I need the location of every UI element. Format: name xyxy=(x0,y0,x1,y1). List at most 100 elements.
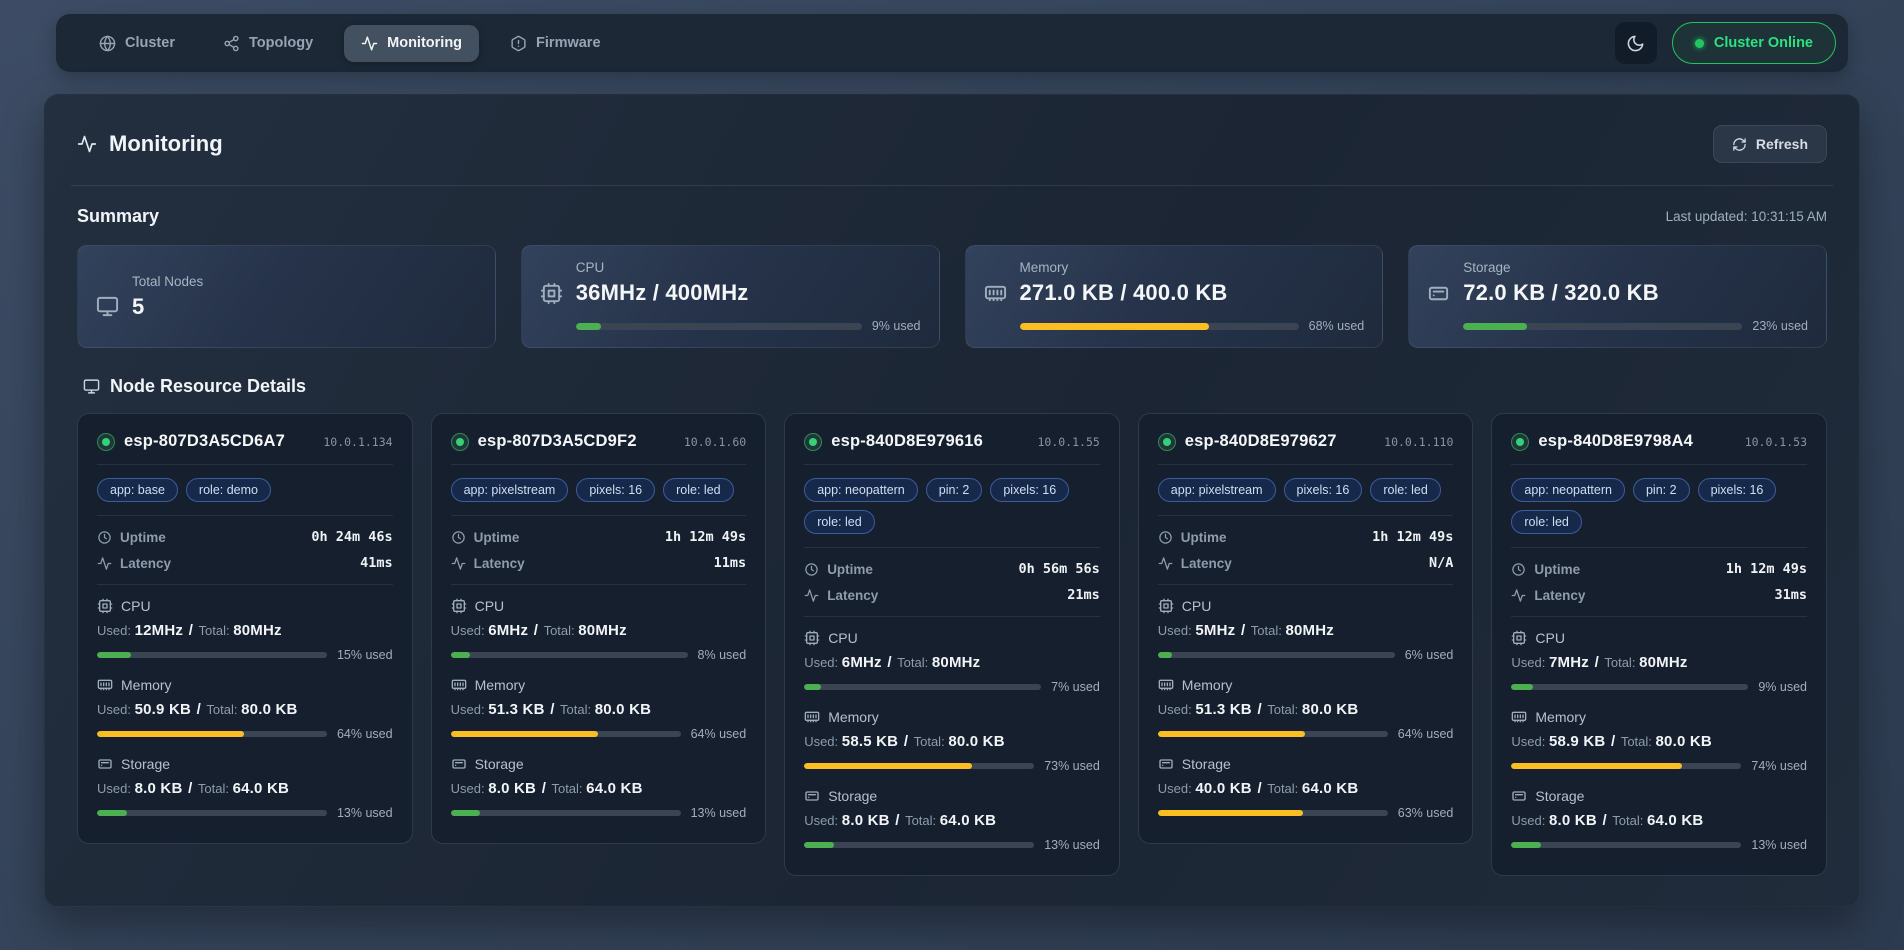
resource-total-value: 64.0 KB xyxy=(1301,780,1359,797)
divider xyxy=(450,584,747,585)
latency-value: N/A xyxy=(1429,555,1454,571)
resource-usage-line: Used: 12MHz / Total: 80MHz xyxy=(97,622,282,639)
summary-card-value: 72.0 KB / 320.0 KB xyxy=(1463,280,1659,305)
clock-icon xyxy=(97,530,112,545)
clock-icon xyxy=(1511,562,1526,577)
node-status-dot-icon xyxy=(1157,432,1176,451)
resource-block: Storage Used: 8.0 KB / Total: 64.0 KB 13… xyxy=(97,756,393,820)
latency-value: 21ms xyxy=(1067,587,1100,603)
percent-used-label: 74% used xyxy=(1751,759,1807,773)
uptime-row: Uptime 1h 12m 49s xyxy=(1511,561,1807,577)
resource-total-value: 80.0 KB xyxy=(594,701,652,718)
node-ip: 10.0.1.60 xyxy=(683,434,747,449)
resource-name: CPU xyxy=(1181,598,1212,614)
theme-toggle-button[interactable] xyxy=(1613,21,1658,65)
resource-name: CPU xyxy=(828,630,858,646)
resource-name: Memory xyxy=(1535,709,1586,725)
resource-used-value: 12MHz xyxy=(134,622,184,639)
summary-card: CPU 36MHz / 400MHz 9% used xyxy=(520,245,940,348)
cpu-icon xyxy=(804,630,820,646)
percent-used-label: 13% used xyxy=(1044,838,1100,852)
header-divider xyxy=(71,185,1833,186)
cpu-icon xyxy=(1511,630,1527,646)
divider xyxy=(1157,584,1454,585)
topology-icon xyxy=(223,35,240,52)
refresh-button[interactable]: Refresh xyxy=(1712,125,1827,163)
uptime-value: 1h 12m 49s xyxy=(1725,561,1807,577)
resource-usage-line: Used: 7MHz / Total: 80MHz xyxy=(1511,654,1688,671)
resource-block: Storage Used: 40.0 KB / Total: 64.0 KB 6… xyxy=(1157,756,1454,820)
node-status-dot-icon xyxy=(450,432,469,451)
resource-total-value: 80MHz xyxy=(1285,622,1334,639)
latency-value: 11ms xyxy=(713,555,747,571)
refresh-label: Refresh xyxy=(1755,136,1808,152)
resource-usage-line: Used: 6MHz / Total: 80MHz xyxy=(804,654,981,671)
node-tag: app: base xyxy=(97,478,178,502)
storage-icon xyxy=(1511,788,1527,804)
resource-name: Storage xyxy=(1535,788,1585,804)
resource-block: Memory Used: 58.5 KB / Total: 80.0 KB 73… xyxy=(804,709,1100,773)
summary-card-label: Memory xyxy=(1019,260,1069,275)
resource-name: Memory xyxy=(121,677,172,693)
nav-tabs: Cluster Topology Monitoring Firmware xyxy=(82,24,618,62)
node-tag: pin: 2 xyxy=(925,478,983,502)
resource-usage-line: Used: 40.0 KB / Total: 64.0 KB xyxy=(1157,780,1359,797)
node-tags: app: pixelstream pixels: 16 role: led xyxy=(450,478,747,502)
resource-name: Memory xyxy=(828,709,879,725)
nav-tab-monitoring[interactable]: Monitoring xyxy=(344,24,480,62)
divider xyxy=(97,584,393,585)
percent-used-label: 64% used xyxy=(336,727,393,741)
uptime-label: Uptime xyxy=(1534,561,1581,577)
page-title: Monitoring xyxy=(77,131,223,157)
divider xyxy=(804,616,1100,617)
cluster-status-button[interactable]: Cluster Online xyxy=(1671,22,1836,64)
resource-name: CPU xyxy=(1535,630,1565,646)
resource-total-value: 80.0 KB xyxy=(241,701,298,718)
node-tag: role: led xyxy=(1370,478,1441,502)
resource-used-value: 58.5 KB xyxy=(841,733,899,750)
node-status-dot-icon xyxy=(97,432,115,451)
memory-icon xyxy=(451,677,467,693)
resource-total-value: 80.0 KB xyxy=(948,733,1005,750)
percent-used-label: 13% used xyxy=(690,806,747,820)
progress-bar xyxy=(450,731,681,737)
progress-bar xyxy=(450,810,681,816)
latency-row: Latency 41ms xyxy=(97,555,393,571)
nav-tab-firmware[interactable]: Firmware xyxy=(493,25,617,62)
node-card: esp-807D3A5CD6A7 10.0.1.134 app: base rol… xyxy=(77,413,413,844)
summary-heading: Summary xyxy=(77,206,160,226)
nav-tab-topology[interactable]: Topology xyxy=(206,25,330,62)
node-tags: app: pixelstream pixels: 16 role: led xyxy=(1157,478,1454,502)
percent-used-label: 8% used xyxy=(697,648,747,662)
progress-bar xyxy=(1511,763,1742,769)
nav-tab-cluster[interactable]: Cluster xyxy=(82,25,192,62)
resource-usage-line: Used: 8.0 KB / Total: 64.0 KB xyxy=(97,780,290,797)
resource-used-value: 7MHz xyxy=(1548,654,1589,671)
divider xyxy=(450,464,747,465)
divider xyxy=(97,464,393,465)
resource-usage-line: Used: 8.0 KB / Total: 64.0 KB xyxy=(450,780,643,797)
resource-used-value: 51.3 KB xyxy=(488,701,545,718)
progress-bar xyxy=(450,652,688,658)
resource-total-value: 80.0 KB xyxy=(1301,701,1359,718)
progress-bar xyxy=(1511,842,1742,848)
node-tag: pixels: 16 xyxy=(1697,478,1777,502)
percent-used-label: 68% used xyxy=(1308,319,1365,333)
latency-row: Latency N/A xyxy=(1158,555,1454,571)
resource-usage-line: Used: 8.0 KB / Total: 64.0 KB xyxy=(804,812,997,829)
percent-used-label: 63% used xyxy=(1397,806,1454,820)
resource-block: Memory Used: 58.9 KB / Total: 80.0 KB 74… xyxy=(1511,709,1807,773)
activity-icon xyxy=(97,556,112,571)
resource-total-value: 64.0 KB xyxy=(232,780,290,797)
divider xyxy=(804,547,1100,548)
resource-name: Storage xyxy=(474,756,524,772)
progress-bar xyxy=(1463,322,1743,330)
activity-icon xyxy=(1158,556,1173,571)
memory-icon xyxy=(1158,677,1174,693)
uptime-row: Uptime 0h 56m 56s xyxy=(804,561,1100,577)
percent-used-label: 73% used xyxy=(1044,759,1100,773)
node-tag: app: pixelstream xyxy=(1157,478,1276,502)
node-card: esp-807D3A5CD9F2 10.0.1.60 app: pixelstr… xyxy=(430,413,767,844)
node-tag: role: demo xyxy=(185,478,271,502)
summary-card-value: 271.0 KB / 400.0 KB xyxy=(1019,280,1228,305)
